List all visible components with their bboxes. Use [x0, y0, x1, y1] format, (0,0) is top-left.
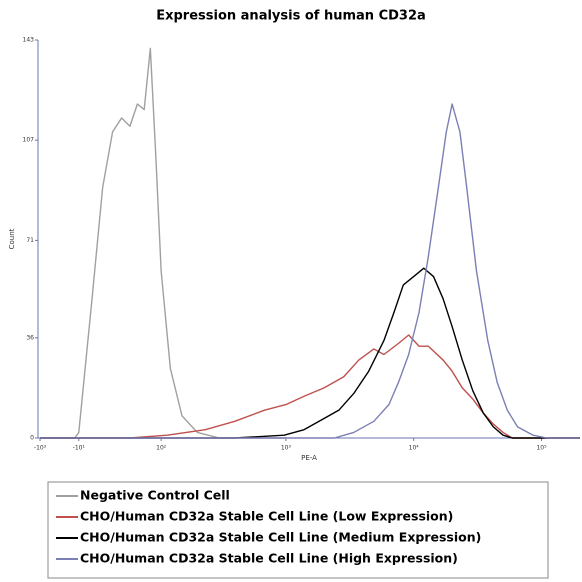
x-tick-label: 10⁵ — [536, 445, 547, 452]
legend-label: Negative Control Cell — [80, 488, 230, 503]
series-line — [40, 267, 580, 439]
y-tick-label: 107 — [23, 137, 35, 144]
legend-label: CHO/Human CD32a Stable Cell Line (Low Ex… — [80, 509, 453, 524]
y-tick-label: 143 — [23, 37, 35, 44]
x-tick-label: 10³ — [281, 445, 292, 452]
series-line — [40, 103, 580, 439]
x-tick-label: 10⁴ — [409, 445, 420, 452]
legend-label: CHO/Human CD32a Stable Cell Line (Medium… — [80, 530, 481, 545]
y-axis-label: Count — [8, 228, 16, 249]
legend-label: CHO/Human CD32a Stable Cell Line (High E… — [80, 551, 458, 566]
chart-title: Expression analysis of human CD32a — [156, 9, 426, 24]
x-tick-label: -10³ — [34, 445, 47, 452]
x-axis-label: PE-A — [301, 454, 317, 462]
series-line — [40, 47, 286, 439]
y-tick-label: 36 — [26, 334, 34, 341]
y-tick-label: 0 — [30, 435, 34, 442]
y-tick-label: 71 — [26, 237, 34, 244]
legend-box — [47, 481, 549, 579]
x-tick-label: 10² — [156, 445, 167, 452]
x-tick-label: -10¹ — [73, 445, 86, 452]
